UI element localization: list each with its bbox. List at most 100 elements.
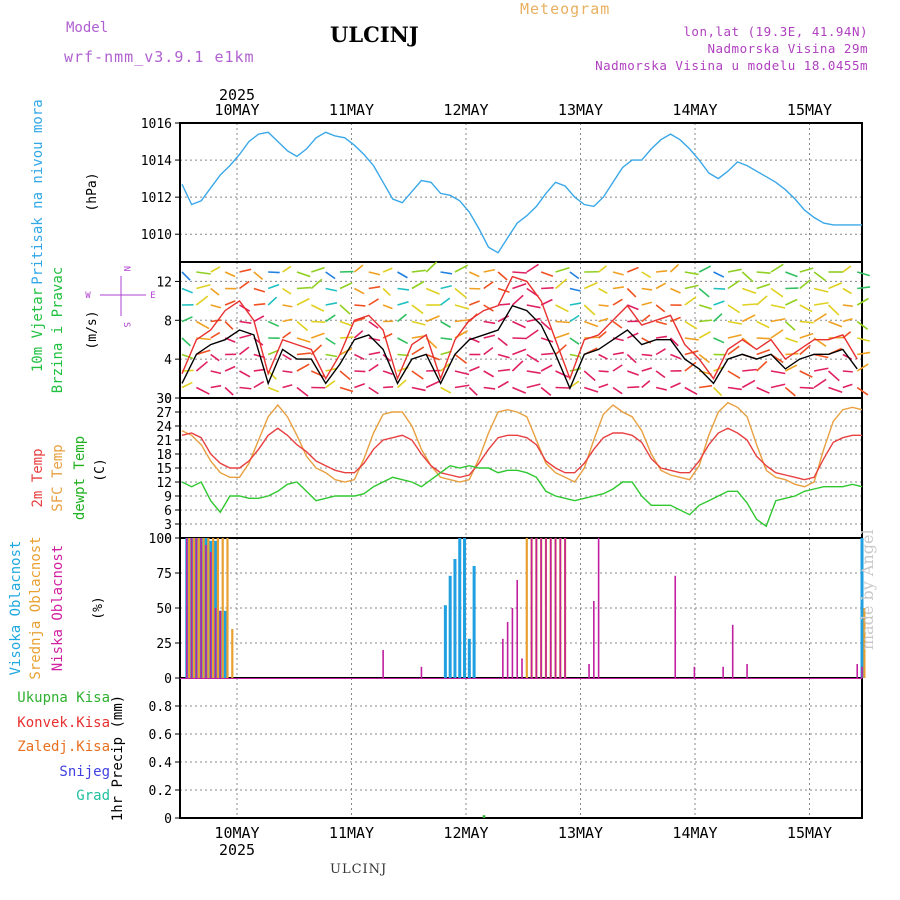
wind-arrow <box>741 314 756 323</box>
wind-arrow <box>483 304 494 312</box>
cloud-axis-label-2: Srednja Oblacnost <box>28 536 44 679</box>
y-tick-label: 0.4 <box>149 756 173 771</box>
wind-arrow <box>526 304 541 309</box>
cloud-bar-2 <box>521 658 523 678</box>
wind-arrow <box>224 386 234 396</box>
wind-arrow <box>483 386 496 390</box>
wind-arrow <box>339 320 354 327</box>
wind-arrow <box>253 303 266 306</box>
wind-arrow <box>569 287 581 292</box>
cloud-bar-2 <box>554 538 557 678</box>
wind-arrow <box>656 270 668 273</box>
wind-arrow <box>856 320 869 330</box>
wind-arrow <box>196 271 211 275</box>
wind-arrow <box>785 271 798 278</box>
wind-arrow <box>827 370 840 382</box>
wind-arrow <box>641 380 651 389</box>
cloud-bar-1 <box>216 538 220 678</box>
wind-arrow <box>512 337 527 340</box>
y-tick-label: 27 <box>156 406 172 421</box>
wind-arrow <box>282 318 293 323</box>
cloud-bar-2 <box>195 538 198 678</box>
wind-arrow <box>698 353 710 364</box>
wind-arrow <box>598 383 609 389</box>
wind-arrow <box>770 317 786 323</box>
wind-arrow <box>742 368 757 372</box>
legend-freezing-rain: Zaledj.Kisa <box>17 739 110 755</box>
wind-arrow <box>655 320 667 326</box>
wind-arrow <box>583 304 596 316</box>
wind-arrow <box>828 320 843 328</box>
day-label-bottom: 15MAY <box>787 824 832 842</box>
wind-arrow <box>454 384 470 389</box>
wind-arrow <box>727 268 742 273</box>
wind-arrow <box>325 314 336 323</box>
wind-arrow <box>784 386 796 397</box>
y-tick-label: 0.2 <box>149 784 172 799</box>
wind-arrow <box>325 287 338 292</box>
wind-arrow <box>799 320 814 324</box>
cloud-bar-2 <box>530 538 533 678</box>
y-tick-label: 9 <box>164 490 172 505</box>
cloud-bar-2 <box>593 601 595 678</box>
wind-arrow <box>698 304 712 310</box>
wind-arrow <box>856 271 870 277</box>
compass-s: S <box>121 322 131 327</box>
wind-arrow <box>512 283 527 290</box>
wind-arrow <box>512 348 527 356</box>
wind-arrow <box>382 287 391 297</box>
wind-arrow <box>727 370 741 379</box>
wind-arrow <box>497 337 508 347</box>
wind-arrow <box>770 329 784 339</box>
wind-arrow <box>554 344 567 356</box>
wind-arrow <box>512 386 527 394</box>
wind-arrow <box>785 298 798 306</box>
wind-arrow <box>454 304 470 310</box>
coords-text: lon,lat (19.3E, 41.94N) <box>683 24 868 39</box>
wind-arrow <box>282 287 292 295</box>
wind-arrow <box>353 264 364 273</box>
temp-axis-label-1: 2m Temp <box>30 448 46 507</box>
compass-e: E <box>150 291 155 301</box>
wind-arrow <box>598 330 607 339</box>
y-tick-label: 3 <box>164 518 172 533</box>
wind-arrow <box>368 363 379 372</box>
wind-arrow <box>468 271 480 278</box>
day-label-bottom: 13MAY <box>558 824 603 842</box>
wind-arrow <box>756 360 768 372</box>
wind-arrow <box>727 304 741 314</box>
wind-arrow <box>339 386 354 393</box>
y-tick-label: 12 <box>156 275 172 290</box>
wind-arrow <box>383 386 394 389</box>
wind-arrow <box>526 317 541 323</box>
cloud-bar-0 <box>448 575 452 678</box>
wind-arrow <box>210 287 220 296</box>
wind-arrow <box>627 386 640 389</box>
year-label-bottom: 2025 <box>219 841 255 859</box>
wind-arrow <box>382 304 393 310</box>
wind-arrow <box>511 294 524 306</box>
wind-arrow <box>799 386 814 390</box>
wind-arrow <box>181 381 193 389</box>
wind-arrow <box>311 266 325 273</box>
pressure-unit-label: (hPa) <box>85 172 100 211</box>
y-tick-label: 1016 <box>141 117 172 132</box>
wind-arrow <box>842 304 853 308</box>
wind-arrow <box>253 271 264 281</box>
wind-arrow <box>239 386 252 390</box>
wind-arrow <box>440 271 453 275</box>
wind-arrow <box>425 261 438 273</box>
wind-arrow <box>670 316 681 323</box>
model-label: Model <box>66 20 109 36</box>
wind-arrow <box>368 351 381 356</box>
cloud-bar-2 <box>502 638 504 678</box>
pressure-axis-label: Pritisak na nivou mora <box>30 99 46 284</box>
wind-arrow <box>325 271 336 280</box>
wind-arrow <box>454 287 467 299</box>
wind-arrow <box>540 337 554 343</box>
wind-arrow <box>828 282 843 290</box>
wind-arrow <box>425 380 440 389</box>
wind-arrow <box>813 353 829 359</box>
wind-arrow <box>756 295 768 306</box>
wind-arrow <box>785 364 798 372</box>
